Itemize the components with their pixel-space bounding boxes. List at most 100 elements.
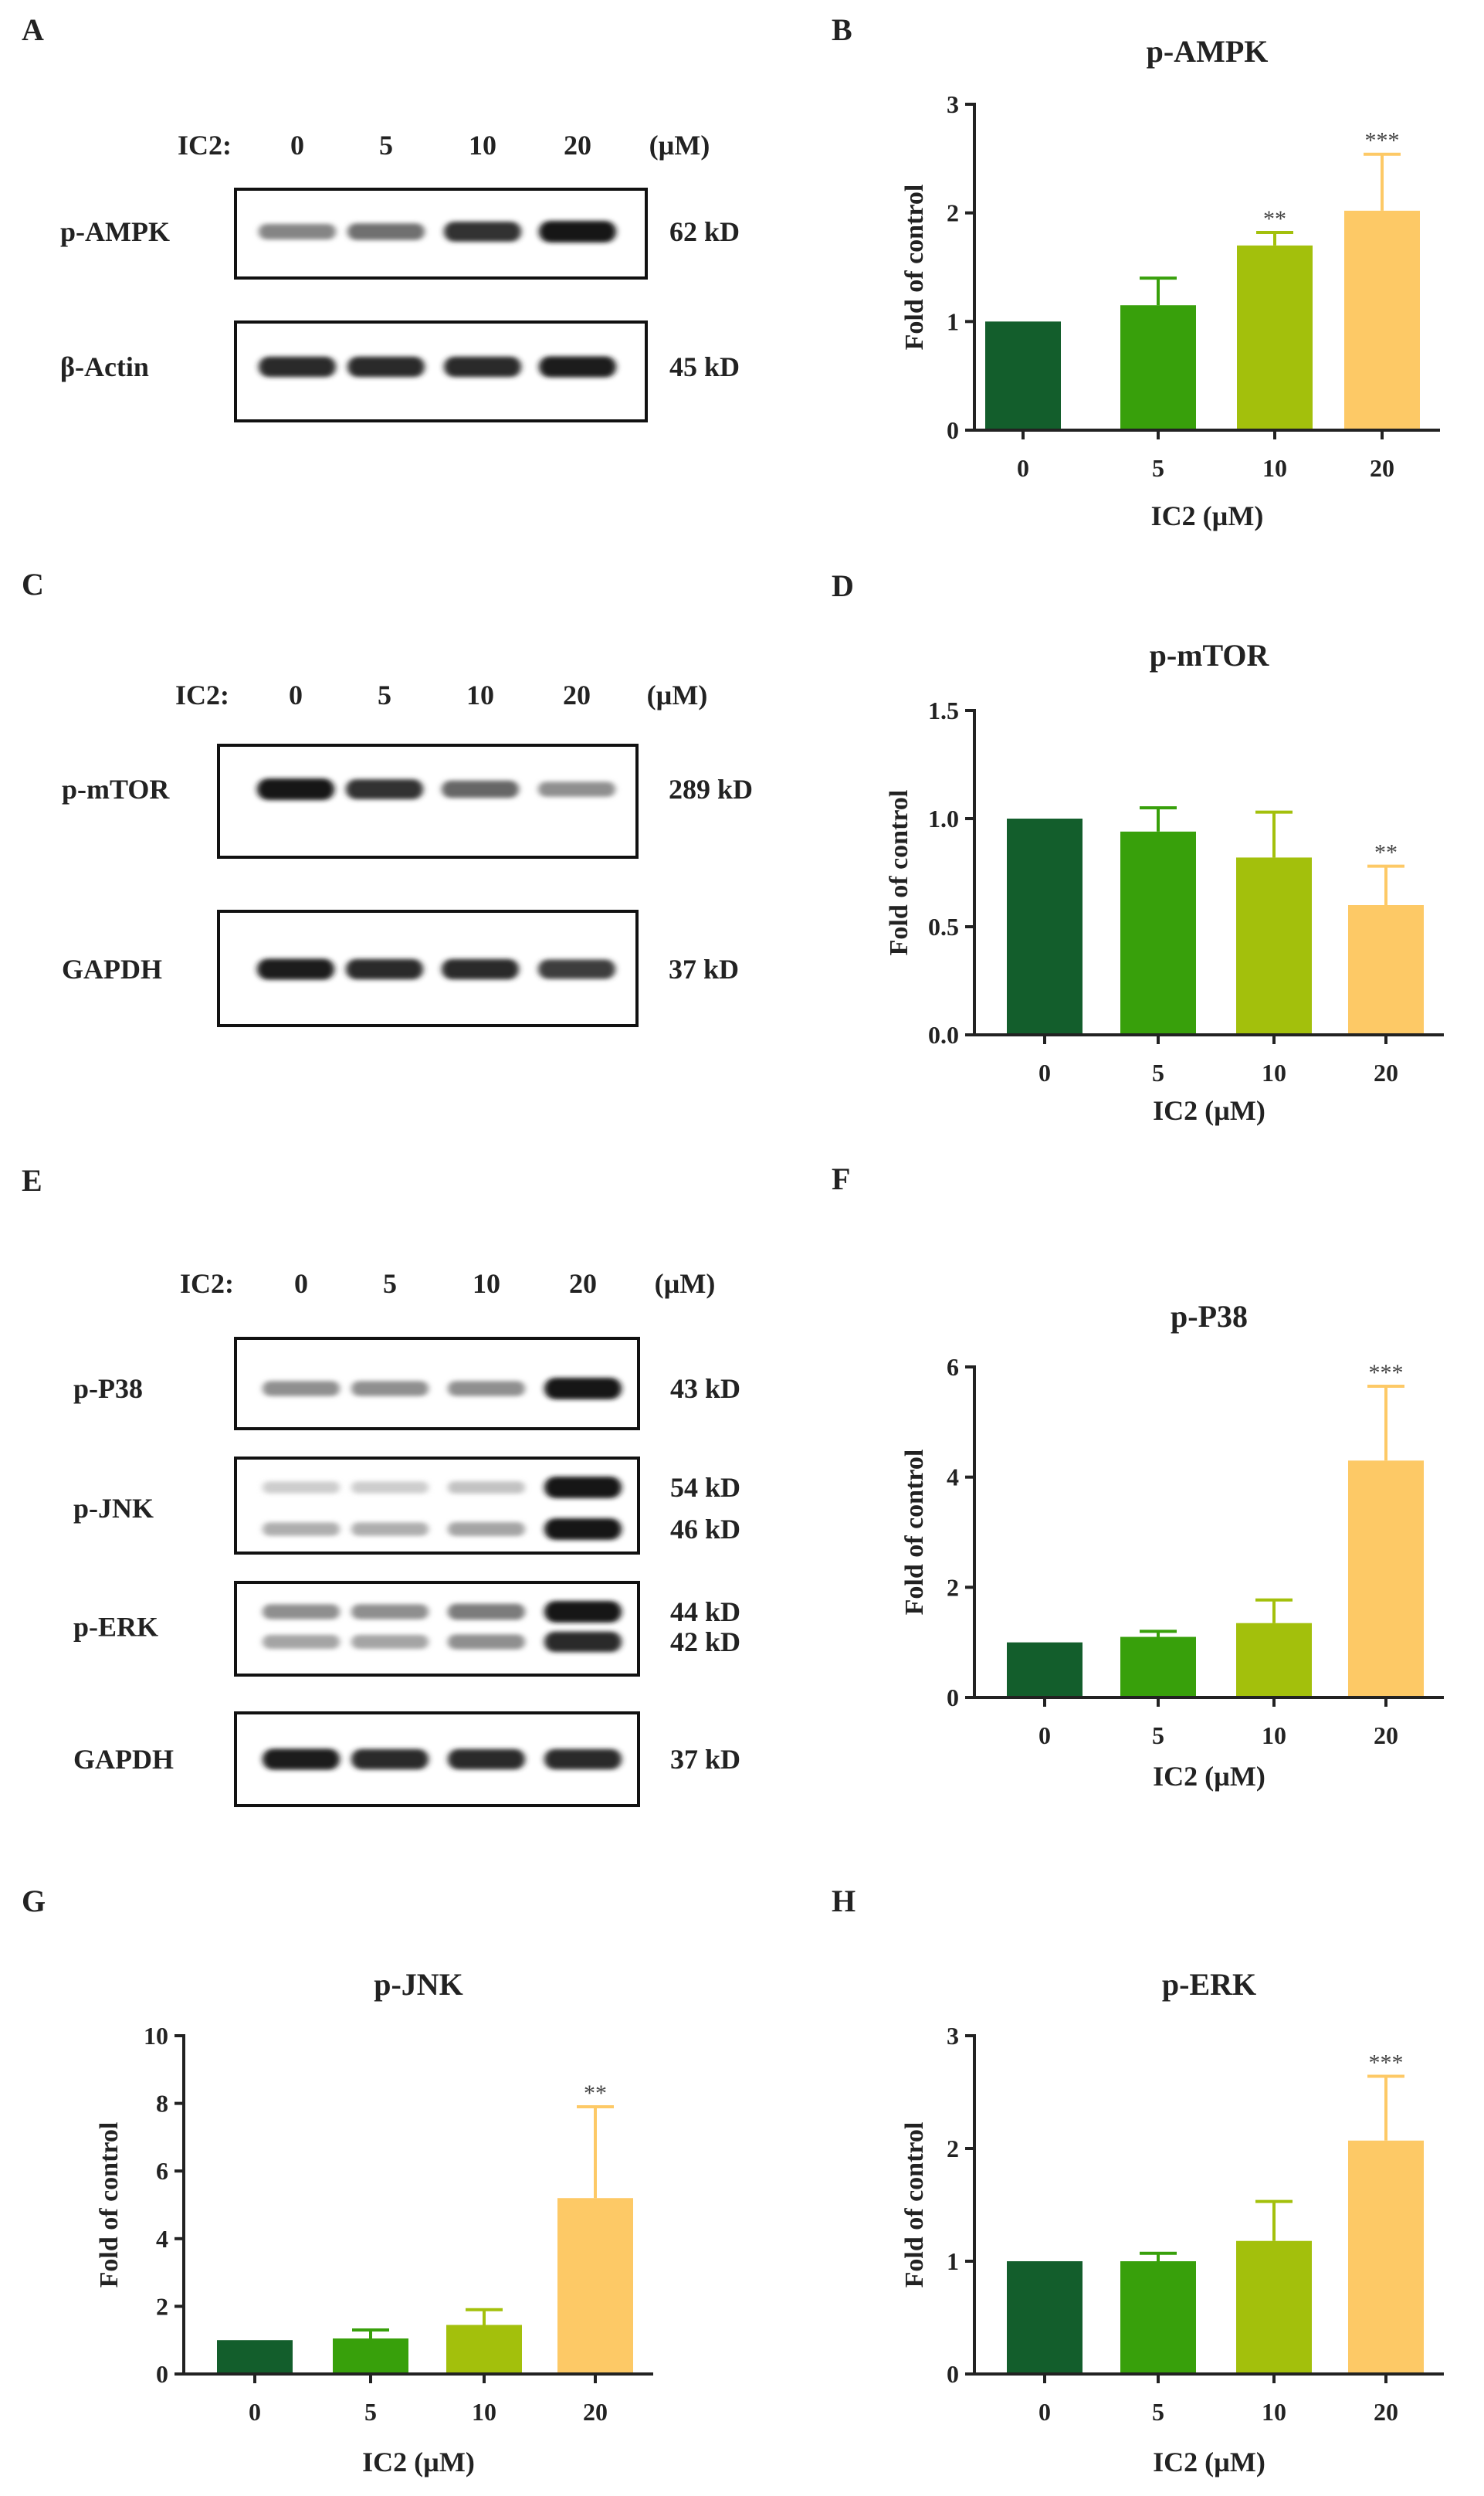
- x-tick-label: 5: [1152, 2398, 1164, 2426]
- dose-label: 20: [563, 680, 591, 710]
- blot-band: [544, 1601, 622, 1623]
- blot-band: [351, 1481, 429, 1494]
- panel-letter: F: [832, 1162, 850, 1196]
- dose-prefix-label: IC2:: [178, 130, 232, 161]
- blot-band: [544, 1518, 622, 1540]
- blot-band: [263, 1748, 340, 1770]
- chart-title: p-ERK: [1162, 1967, 1256, 2002]
- blot-band: [259, 356, 336, 378]
- panel-letter: D: [832, 568, 854, 603]
- blot-band: [263, 1381, 340, 1396]
- x-tick-label: 10: [1262, 2398, 1286, 2426]
- x-axis-title: IC2 (µM): [1151, 500, 1264, 531]
- dose-unit-label: (µM): [647, 680, 708, 710]
- chart-title: p-AMPK: [1147, 34, 1269, 69]
- dose-label: 5: [383, 1268, 397, 1299]
- blot-band: [351, 1381, 429, 1396]
- x-tick-label: 0: [1038, 1059, 1051, 1087]
- x-tick-label: 20: [583, 2398, 608, 2426]
- y-tick-label: 6: [156, 2157, 168, 2185]
- western-blot-layer: A IC2: 0 5 10 20 (µM) p-AMPK 62 kD β-Actin 45 kD C I…: [22, 12, 753, 1807]
- x-tick-label: 5: [1152, 1721, 1164, 1749]
- significance-mark: **: [1374, 840, 1398, 866]
- x-tick-label: 20: [1370, 454, 1394, 482]
- bar-5: [333, 2338, 408, 2374]
- panel-letter: B: [832, 12, 852, 47]
- bar-10: [1236, 857, 1312, 1035]
- blot-row-GAPDH: GAPDH 37 kD: [73, 1711, 740, 1807]
- protein-label: p-JNK: [73, 1493, 154, 1524]
- x-tick-label: 10: [1262, 454, 1287, 482]
- y-tick-label: 10: [144, 2022, 168, 2050]
- blot-band: [544, 1378, 622, 1399]
- bar-5: [1120, 2261, 1196, 2374]
- x-tick-label: 5: [364, 2398, 377, 2426]
- western-blot-panel-C: C IC2: 0 5 10 20 (µM) p-mTOR 289 kD GAPDH 37 kD: [22, 567, 753, 1027]
- blot-row-β-Actin: β-Actin 45 kD: [60, 320, 740, 422]
- chart-title: p-P38: [1171, 1299, 1248, 1334]
- y-tick-label: 8: [156, 2090, 168, 2118]
- blot-band: [442, 780, 519, 799]
- y-axis-title: Fold of control: [900, 2122, 929, 2288]
- x-axis-title: IC2 (µM): [1153, 2447, 1265, 2477]
- dose-label: 10: [469, 130, 496, 161]
- blot-row-GAPDH: GAPDH 37 kD: [62, 910, 739, 1027]
- bar-20: [1348, 2140, 1424, 2374]
- significance-mark: **: [1263, 206, 1286, 232]
- bar-20: [1348, 1460, 1424, 1697]
- blot-band: [538, 782, 615, 797]
- protein-label: GAPDH: [73, 1744, 174, 1775]
- y-tick-label: 3: [947, 2022, 959, 2050]
- bar-20: [1344, 210, 1420, 430]
- significance-mark: ***: [1369, 2050, 1404, 2076]
- blot-band: [257, 778, 334, 800]
- molecular-weight-label: 46 kD: [670, 1514, 740, 1545]
- blot-band: [263, 1604, 340, 1619]
- molecular-weight-label: 43 kD: [670, 1373, 740, 1404]
- protein-label: GAPDH: [62, 954, 162, 985]
- protein-label: p-ERK: [73, 1612, 158, 1643]
- blot-band: [544, 1477, 622, 1498]
- dose-unit-label: (µM): [649, 130, 710, 161]
- blot-box: [234, 1581, 640, 1677]
- blot-band: [259, 223, 336, 240]
- blot-row-p-AMPK: p-AMPK 62 kD: [60, 188, 740, 280]
- bar-0: [1007, 1642, 1083, 1697]
- dose-label: 20: [569, 1268, 597, 1299]
- blot-band: [263, 1634, 340, 1650]
- protein-label: β-Actin: [60, 351, 149, 382]
- molecular-weight-label: 37 kD: [670, 1744, 740, 1775]
- y-axis-title: Fold of control: [900, 1450, 929, 1616]
- bar-5: [1120, 831, 1196, 1035]
- panel-letter: A: [22, 12, 44, 47]
- bar-10: [1236, 2240, 1312, 2374]
- bar-0: [1007, 819, 1083, 1035]
- blot-band: [257, 958, 334, 980]
- y-tick-label: 6: [947, 1353, 959, 1381]
- dose-label: 5: [378, 680, 391, 710]
- blot-band: [448, 1480, 525, 1494]
- blot-band: [544, 1631, 622, 1653]
- dose-prefix-label: IC2:: [175, 680, 229, 710]
- blot-band: [351, 1604, 429, 1619]
- bar-20: [1348, 905, 1424, 1035]
- bar-0: [217, 2340, 293, 2374]
- dose-unit-label: (µM): [655, 1268, 716, 1299]
- y-tick-label: 0.5: [928, 913, 959, 941]
- chart-title: p-JNK: [374, 1967, 463, 2002]
- panel-letter: C: [22, 567, 44, 602]
- panel-letter: H: [832, 1884, 856, 1918]
- molecular-weight-label: 289 kD: [669, 774, 753, 805]
- y-tick-label: 1: [947, 307, 959, 335]
- x-tick-label: 0: [1038, 1721, 1051, 1749]
- bar-0: [1007, 2261, 1083, 2374]
- blot-row-p-JNK: p-JNK 54 kD 46 kD: [73, 1457, 740, 1555]
- blot-row-p-P38: p-P38 43 kD: [73, 1337, 740, 1430]
- molecular-weight-label: 62 kD: [669, 216, 740, 247]
- y-tick-label: 2: [947, 2135, 959, 2162]
- y-tick-label: 0: [156, 2360, 168, 2388]
- y-tick-label: 0: [947, 2360, 959, 2388]
